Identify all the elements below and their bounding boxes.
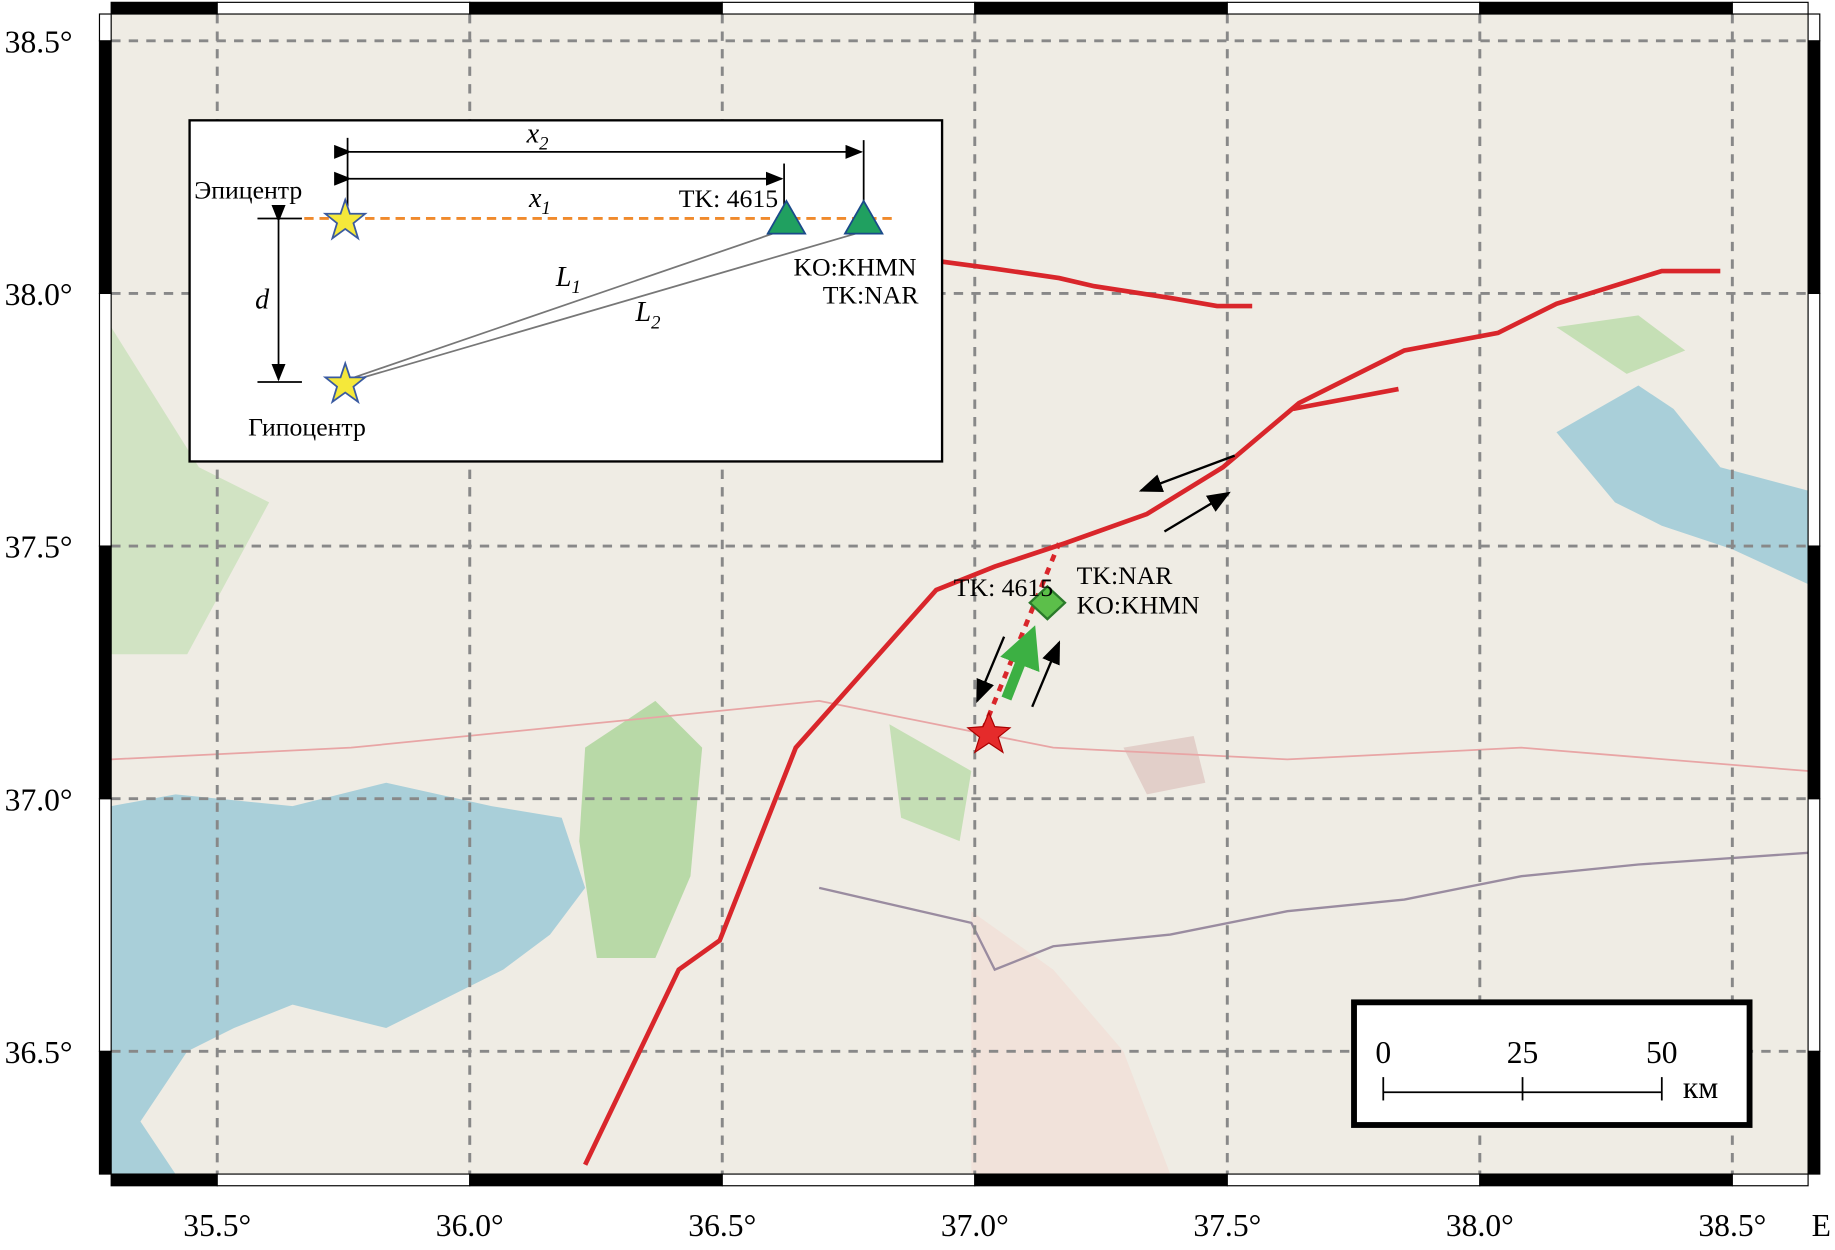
distance-label: L xyxy=(634,297,651,328)
frame-segment xyxy=(110,1,218,15)
scale-unit: км xyxy=(1683,1070,1718,1105)
scale-tick-label: 50 xyxy=(1646,1035,1678,1070)
frame-segment xyxy=(1479,1173,1733,1187)
frame-segment xyxy=(1731,1,1809,15)
depth-label: d xyxy=(255,284,270,315)
distance-label: L xyxy=(555,262,572,293)
distance-label: x xyxy=(526,119,540,150)
distance-label: x1 xyxy=(528,183,551,219)
station-label: KO:KHMN xyxy=(1077,590,1200,619)
distance-label-sub: 1 xyxy=(541,198,550,219)
frame-segment xyxy=(98,1050,112,1175)
frame-segment xyxy=(1807,545,1821,800)
lon-tick-label: 35.5° xyxy=(183,1208,251,1243)
lon-tick-label: 38.5° xyxy=(1698,1208,1766,1243)
lon-tick-label: 37.0° xyxy=(941,1208,1009,1243)
slip-arrow xyxy=(976,636,1006,704)
lat-tick-label: 38.0° xyxy=(5,277,73,312)
scale-bar: км 0 25 50 xyxy=(1351,999,1753,1128)
frame-segment xyxy=(721,1173,976,1187)
lat-tick-label: 36.5° xyxy=(5,1035,73,1070)
axis-label: E xyxy=(1812,1208,1831,1243)
inset-diagram: x2 x1 L1 L2 d Эпицентр Гипоцентр TK: 461… xyxy=(188,119,944,463)
frame-segment xyxy=(216,1,471,15)
frame-segment xyxy=(98,798,112,1052)
frame-segment xyxy=(1226,1173,1481,1187)
lat-tick-label: 37.5° xyxy=(5,530,73,565)
frame-segment xyxy=(1807,798,1821,1052)
station-label: TK: 4615 xyxy=(954,573,1053,602)
station-label: KO:KHMN xyxy=(793,253,916,282)
distance-label: L1 xyxy=(555,262,581,298)
lat-tick-label: 38.5° xyxy=(5,25,73,60)
lon-tick-label: 36.5° xyxy=(688,1208,756,1243)
faults: TK: 4615 TK:NAR KO:KHMN xyxy=(583,257,1721,1166)
slip-arrow xyxy=(1163,491,1231,533)
lon-tick-label: 36.0° xyxy=(436,1208,504,1243)
frame-segment xyxy=(110,1173,218,1187)
epicenter-star xyxy=(966,711,1012,754)
frame-segment xyxy=(469,1173,723,1187)
epicenter-label: Эпицентр xyxy=(194,176,302,205)
frame-segment xyxy=(1479,1,1733,15)
frame-segment xyxy=(1807,1050,1821,1175)
fault-line xyxy=(924,257,1253,309)
scale-tick-label: 0 xyxy=(1375,1035,1391,1070)
distance-label: x2 xyxy=(526,119,549,155)
frame-segment xyxy=(1807,13,1821,42)
lon-tick-label: 38.0° xyxy=(1446,1208,1514,1243)
lat-tick-label: 37.0° xyxy=(5,782,73,817)
distance-label-sub: 2 xyxy=(651,312,660,333)
frame-segment xyxy=(98,13,112,42)
frame-segment xyxy=(974,1173,1228,1187)
frame-segment xyxy=(974,1,1228,15)
station-label: TK:NAR xyxy=(823,281,920,310)
hypocenter-label: Гипоцентр xyxy=(248,413,366,442)
map-frame xyxy=(98,1,1821,1187)
frame-segment xyxy=(216,1173,471,1187)
frame-segment xyxy=(721,1,976,15)
fault-line xyxy=(583,268,1721,1166)
station-label: TK:NAR xyxy=(1077,561,1174,590)
frame-segment xyxy=(1807,40,1821,295)
rupture-arrow xyxy=(1000,625,1040,701)
frame-segment xyxy=(98,292,112,547)
station-label: TK: 4615 xyxy=(679,184,778,213)
slip-arrow xyxy=(1138,454,1236,493)
fault-line xyxy=(1292,386,1399,412)
distance-label: L2 xyxy=(634,297,660,333)
frame-segment xyxy=(98,545,112,800)
distance-label-sub: 1 xyxy=(572,277,581,298)
slip-arrow xyxy=(1031,640,1061,708)
frame-segment xyxy=(98,40,112,295)
frame-segment xyxy=(1807,292,1821,547)
station-marker xyxy=(1028,584,1067,621)
lon-tick-label: 37.5° xyxy=(1193,1208,1261,1243)
basemap xyxy=(111,14,1809,1175)
frame-segment xyxy=(469,1,723,15)
scale-tick-label: 25 xyxy=(1507,1035,1539,1070)
frame-segment xyxy=(1226,1,1481,15)
distance-label-sub: 2 xyxy=(539,134,548,155)
frame-segment xyxy=(1731,1173,1809,1187)
distance-label: x xyxy=(528,183,542,214)
